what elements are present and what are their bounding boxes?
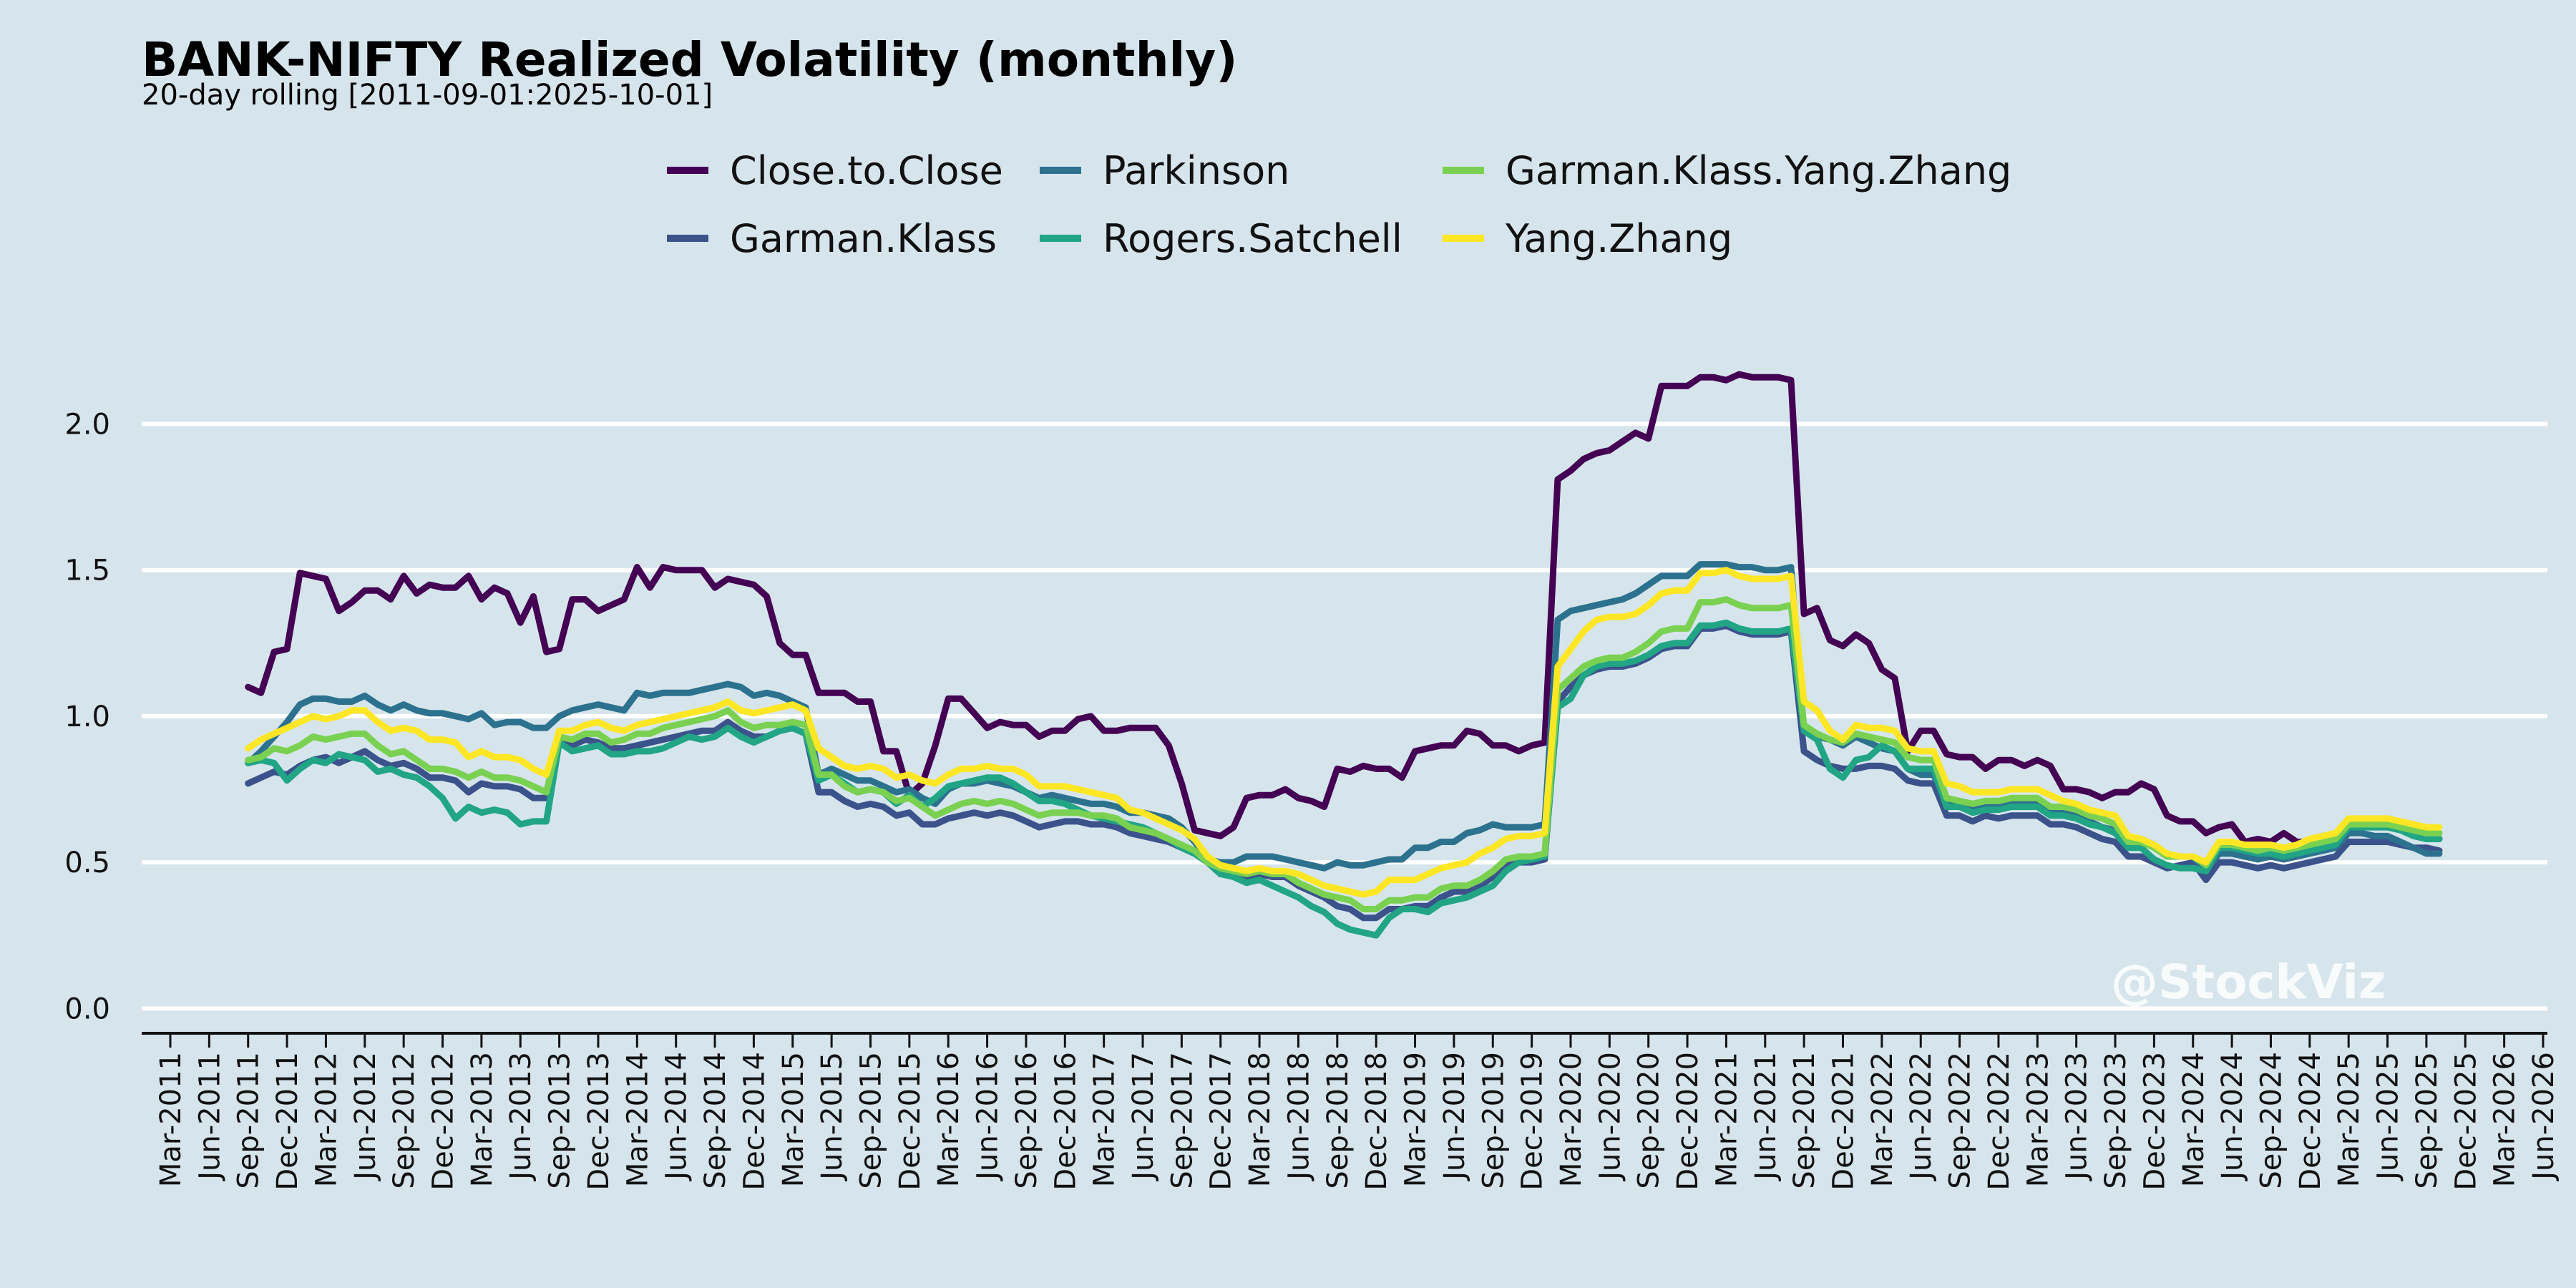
x-tick-label: Mar-2018 xyxy=(1244,1052,1277,1187)
x-tick-label: Sep-2011 xyxy=(233,1052,265,1189)
x-tick-label: Sep-2019 xyxy=(1477,1052,1510,1189)
x-tick-label: Sep-2017 xyxy=(1166,1052,1199,1189)
legend-label: Rogers.Satchell xyxy=(1103,216,1402,261)
y-tick-label: 0.5 xyxy=(64,847,110,879)
x-tick-label: Mar-2011 xyxy=(155,1052,187,1187)
legend-label: Garman.Klass.Yang.Zhang xyxy=(1506,148,2011,193)
x-tick-label: Mar-2020 xyxy=(1555,1052,1588,1187)
x-tick-label: Mar-2014 xyxy=(621,1052,654,1187)
x-tick-label: Dec-2012 xyxy=(427,1052,460,1191)
x-tick-label: Sep-2021 xyxy=(1788,1052,1821,1189)
legend-item: Parkinson xyxy=(1040,148,1289,193)
x-tick-label: Jun-2011 xyxy=(193,1052,226,1182)
x-tick-label: Jun-2025 xyxy=(2372,1052,2405,1182)
watermark: @StockViz xyxy=(2111,955,2386,1010)
x-tick-label: Sep-2015 xyxy=(854,1052,887,1189)
x-tick-label: Dec-2020 xyxy=(1672,1052,1704,1191)
legend-label: Parkinson xyxy=(1103,148,1289,193)
x-tick-label: Jun-2020 xyxy=(1594,1052,1626,1182)
x-tick-label: Jun-2024 xyxy=(2216,1052,2249,1182)
x-tick-label: Sep-2022 xyxy=(1944,1052,1977,1189)
x-tick-label: Mar-2012 xyxy=(310,1052,343,1187)
x-tick-label: Mar-2024 xyxy=(2177,1052,2210,1187)
x-tick-label: Dec-2016 xyxy=(1049,1052,1082,1191)
y-tick-label: 1.0 xyxy=(64,701,110,733)
chart-title: BANK-NIFTY Realized Volatility (monthly) xyxy=(142,32,1237,87)
x-tick-label: Dec-2011 xyxy=(271,1052,304,1191)
x-tick-label: Dec-2022 xyxy=(1983,1052,2016,1191)
x-tick-label: Dec-2023 xyxy=(2138,1052,2171,1191)
x-tick-label: Jun-2013 xyxy=(504,1052,537,1182)
x-tick-label: Sep-2014 xyxy=(699,1052,732,1189)
x-tick-label: Dec-2013 xyxy=(582,1052,615,1191)
x-tick-label: Mar-2015 xyxy=(777,1052,810,1187)
x-tick-label: Jun-2018 xyxy=(1282,1052,1315,1182)
x-tick-label: Mar-2021 xyxy=(1710,1052,1743,1187)
x-tick-label: Mar-2019 xyxy=(1400,1052,1433,1187)
chart-subtitle: 20-day rolling [2011-09-01:2025-10-01] xyxy=(142,79,713,112)
y-tick-label: 1.5 xyxy=(64,555,110,587)
x-tick-label: Sep-2018 xyxy=(1322,1052,1355,1189)
legend: Close.to.Close Garman.Klass Parkinson Roger… xyxy=(667,148,2011,261)
x-tick-label: Dec-2025 xyxy=(2449,1052,2482,1191)
legend-label: Garman.Klass xyxy=(730,216,997,261)
x-tick-label: Mar-2016 xyxy=(932,1052,965,1187)
x-tick-label: Sep-2016 xyxy=(1010,1052,1043,1189)
series-line-garman-klass-yang-zhang xyxy=(245,596,2443,912)
x-tick-label: Mar-2017 xyxy=(1088,1052,1121,1187)
x-tick-label: Dec-2017 xyxy=(1205,1052,1238,1191)
y-tick-label: 0.0 xyxy=(64,992,110,1025)
series-line-garman-klass xyxy=(245,622,2443,922)
legend-label: Yang.Zhang xyxy=(1505,216,1732,261)
legend-item: Rogers.Satchell xyxy=(1040,216,1402,261)
x-tick-label: Sep-2025 xyxy=(2411,1052,2444,1189)
gridlines xyxy=(142,421,2547,1011)
x-tick-label: Mar-2023 xyxy=(2021,1052,2054,1187)
x-tick-label: Dec-2018 xyxy=(1360,1052,1393,1191)
x-tick-label: Jun-2017 xyxy=(1127,1052,1160,1182)
series-line-rogers-satchell xyxy=(245,619,2443,939)
x-tick-label: Mar-2013 xyxy=(466,1052,499,1187)
x-tick-label: Jun-2026 xyxy=(2527,1052,2560,1182)
x-tick-label: Jun-2019 xyxy=(1438,1052,1471,1182)
legend-item: Garman.Klass xyxy=(667,216,997,261)
x-tick-label: Dec-2014 xyxy=(738,1052,771,1191)
x-tick-label: Jun-2023 xyxy=(2061,1052,2094,1182)
series-line-close-to-close xyxy=(245,371,2443,845)
x-tick-label: Jun-2012 xyxy=(349,1052,382,1182)
x-tick-label: Jun-2022 xyxy=(1905,1052,1938,1182)
x-tick-label: Sep-2013 xyxy=(544,1052,577,1189)
x-tick-label: Dec-2021 xyxy=(1828,1052,1860,1191)
x-tick-label: Dec-2015 xyxy=(894,1052,927,1191)
x-tick-label: Sep-2012 xyxy=(388,1052,421,1189)
legend-item: Close.to.Close xyxy=(667,148,1003,193)
x-tick-label: Jun-2016 xyxy=(972,1052,1005,1182)
x-tick-label: Jun-2014 xyxy=(660,1052,693,1182)
x-tick-label: Jun-2021 xyxy=(1750,1052,1782,1182)
x-tick-label: Sep-2024 xyxy=(2255,1052,2288,1189)
series-lines xyxy=(245,371,2443,939)
y-tick-label: 2.0 xyxy=(64,409,110,441)
x-tick-label: Mar-2026 xyxy=(2489,1052,2522,1187)
x-tick-label: Sep-2023 xyxy=(2099,1052,2132,1189)
legend-label: Close.to.Close xyxy=(730,148,1003,193)
x-tick-label: Dec-2024 xyxy=(2294,1052,2327,1191)
legend-item: Garman.Klass.Yang.Zhang xyxy=(1443,148,2011,193)
x-tick-label: Mar-2025 xyxy=(2333,1052,2366,1187)
legend-item: Yang.Zhang xyxy=(1443,216,1732,261)
x-tick-label: Sep-2020 xyxy=(1633,1052,1666,1189)
x-tick-label: Mar-2022 xyxy=(1866,1052,1899,1187)
x-axis: Mar-2011 Jun-2011 Sep-2011 Dec-2011 Mar-2012… xyxy=(142,1032,2560,1191)
x-tick-label: Dec-2019 xyxy=(1516,1052,1549,1191)
y-axis: 0.0 0.5 1.0 1.5 2.0 xyxy=(64,409,110,1026)
x-tick-label: Jun-2015 xyxy=(816,1052,849,1182)
series-line-yang-zhang xyxy=(245,567,2443,898)
